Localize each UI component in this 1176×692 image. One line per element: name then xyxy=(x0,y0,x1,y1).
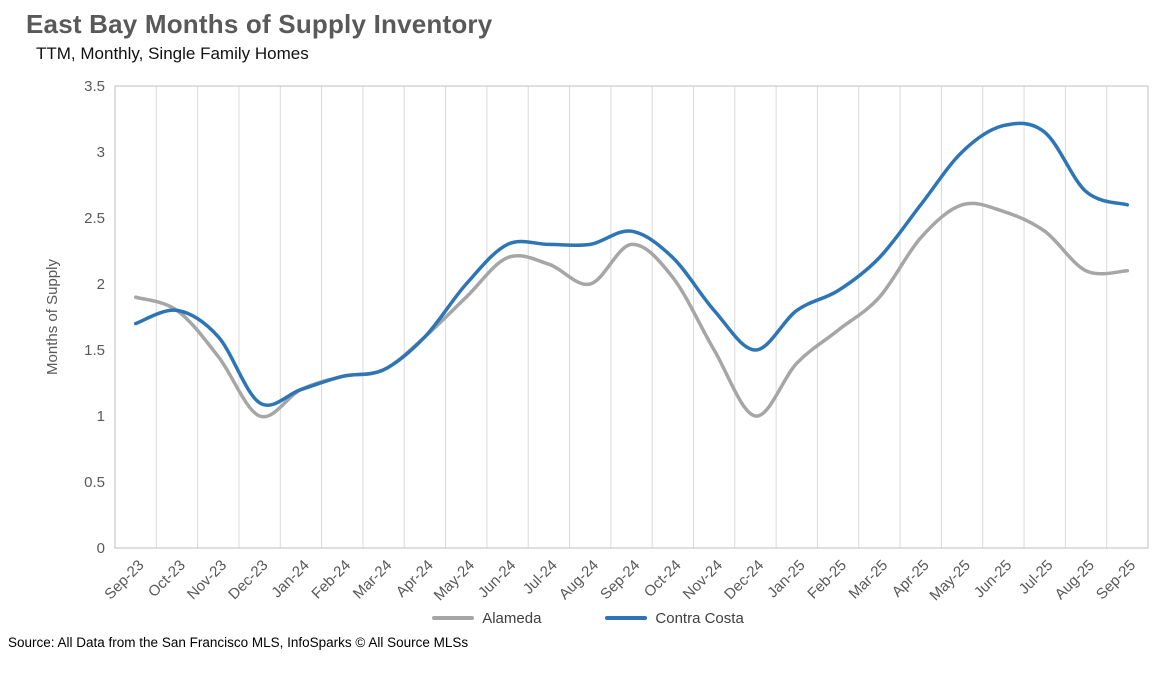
x-tick-label: May-24 xyxy=(431,557,478,604)
x-tick-label: Mar-24 xyxy=(350,557,396,603)
x-tick-label: Nov-24 xyxy=(680,557,726,603)
x-tick-label: Sep-25 xyxy=(1093,557,1139,603)
y-tick-label: 1 xyxy=(97,408,105,425)
y-tick-label: 3 xyxy=(97,144,105,161)
alameda-line-swatch xyxy=(432,616,475,621)
x-tick-label: Jun-24 xyxy=(475,557,519,601)
y-tick-label: 1.5 xyxy=(84,342,105,359)
x-tick-label: Oct-23 xyxy=(145,557,189,601)
x-tick-label: Jun-25 xyxy=(971,557,1015,601)
x-tick-label: Nov-23 xyxy=(184,557,230,603)
x-tick-label: Aug-25 xyxy=(1052,557,1098,603)
y-tick-label: 3.5 xyxy=(84,78,105,95)
x-tick-label: Apr-24 xyxy=(393,557,437,601)
x-tick-label: Jan-25 xyxy=(764,557,808,601)
x-tick-label: Apr-25 xyxy=(889,557,933,601)
x-tick-label: May-25 xyxy=(926,557,973,604)
y-tick-label: 2 xyxy=(97,276,105,293)
x-tick-label: Jul-24 xyxy=(520,557,561,598)
y-tick-label: 2.5 xyxy=(84,210,105,227)
x-tick-label: Feb-24 xyxy=(308,557,354,603)
y-tick-label: 0.5 xyxy=(84,474,105,491)
y-axis-title: Months of Supply xyxy=(44,258,61,374)
contra-costa-line-swatch xyxy=(605,616,648,621)
series-line-contra-costa xyxy=(133,121,1130,407)
source-note: Source: All Data from the San Francisco … xyxy=(8,634,469,650)
x-tick-label: Aug-24 xyxy=(556,557,602,603)
x-tick-label: Mar-25 xyxy=(846,557,892,603)
plot-border xyxy=(114,85,1149,549)
x-tick-label: Dec-24 xyxy=(721,557,767,603)
legend-label-contra-costa: Contra Costa xyxy=(655,609,744,627)
chart-legend: Alameda Contra Costa xyxy=(0,610,1176,627)
legend-item-contra-costa: Contra Costa xyxy=(605,609,744,627)
x-tick-label: Oct-24 xyxy=(641,557,685,601)
legend-label-alameda: Alameda xyxy=(482,609,542,627)
legend-item-alameda: Alameda xyxy=(432,610,541,627)
x-tick-label: Dec-23 xyxy=(225,557,271,603)
chart-title: East Bay Months of Supply Inventory xyxy=(26,9,493,39)
series-line-alameda xyxy=(133,201,1130,419)
chart-header: East Bay Months of Supply Inventory TTM,… xyxy=(0,0,1176,64)
x-tick-label: Jul-25 xyxy=(1016,557,1057,598)
x-tick-label: Jan-24 xyxy=(268,557,312,601)
x-tick-label: Sep-24 xyxy=(597,557,643,603)
y-tick-label: 0 xyxy=(97,540,105,557)
x-tick-label: Sep-23 xyxy=(101,557,147,603)
chart-subtitle: TTM, Monthly, Single Family Homes xyxy=(36,43,309,63)
x-tick-label: Feb-25 xyxy=(804,557,850,603)
